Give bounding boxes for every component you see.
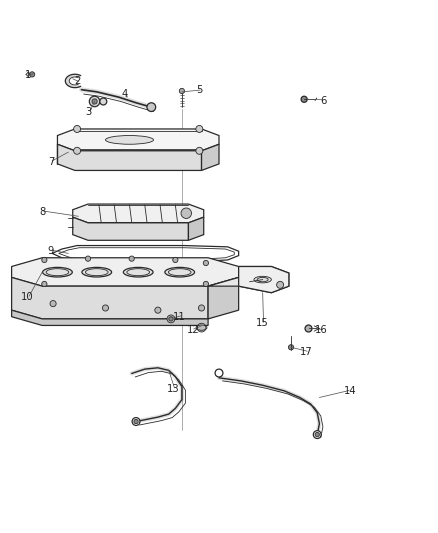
Circle shape [132,417,140,425]
Text: 16: 16 [315,325,328,335]
Polygon shape [65,74,81,87]
Ellipse shape [124,268,153,277]
Circle shape [215,369,223,377]
Text: 5: 5 [196,85,202,95]
Polygon shape [208,266,289,293]
Text: 1: 1 [25,70,31,80]
Ellipse shape [42,268,72,277]
Circle shape [42,281,47,287]
Circle shape [74,125,81,133]
Circle shape [134,419,138,424]
Circle shape [277,281,284,288]
Circle shape [315,432,319,437]
Circle shape [147,103,155,111]
Circle shape [29,72,35,77]
Circle shape [198,305,205,311]
Text: 8: 8 [39,207,45,217]
Polygon shape [57,144,201,171]
Circle shape [129,256,134,261]
Circle shape [181,208,191,219]
Polygon shape [57,129,219,151]
Circle shape [102,305,109,311]
Text: 6: 6 [321,95,327,106]
Circle shape [179,88,184,94]
Ellipse shape [165,268,194,277]
Polygon shape [12,310,208,326]
Circle shape [305,325,312,332]
Circle shape [203,261,208,265]
Text: 15: 15 [256,318,269,328]
Polygon shape [201,144,219,171]
Circle shape [197,323,206,332]
Circle shape [173,257,178,263]
Text: 7: 7 [48,157,54,167]
Circle shape [313,431,321,439]
Circle shape [169,317,173,321]
Circle shape [196,147,203,154]
Text: 11: 11 [173,312,186,322]
Text: 14: 14 [344,386,356,396]
Ellipse shape [106,135,153,144]
Circle shape [288,345,293,350]
Polygon shape [73,217,188,240]
Circle shape [167,315,175,323]
Circle shape [85,256,91,261]
Circle shape [301,96,307,102]
Polygon shape [12,258,239,286]
Circle shape [89,96,100,107]
Text: 12: 12 [187,325,199,335]
Polygon shape [188,217,204,240]
Circle shape [155,307,161,313]
Ellipse shape [254,276,272,283]
Circle shape [92,99,97,104]
Polygon shape [12,277,208,319]
Circle shape [203,281,208,287]
Text: 17: 17 [300,346,313,357]
Text: 2: 2 [74,76,80,86]
Text: 13: 13 [167,384,180,394]
Circle shape [196,125,203,133]
Polygon shape [208,277,239,319]
Circle shape [50,301,56,306]
Circle shape [42,257,47,263]
Text: 3: 3 [85,107,91,117]
Text: 9: 9 [48,246,54,256]
Text: 4: 4 [122,89,128,99]
Circle shape [100,98,107,105]
Polygon shape [73,204,204,223]
Text: 10: 10 [21,292,33,302]
Circle shape [74,147,81,154]
Ellipse shape [82,268,112,277]
Polygon shape [239,266,289,293]
